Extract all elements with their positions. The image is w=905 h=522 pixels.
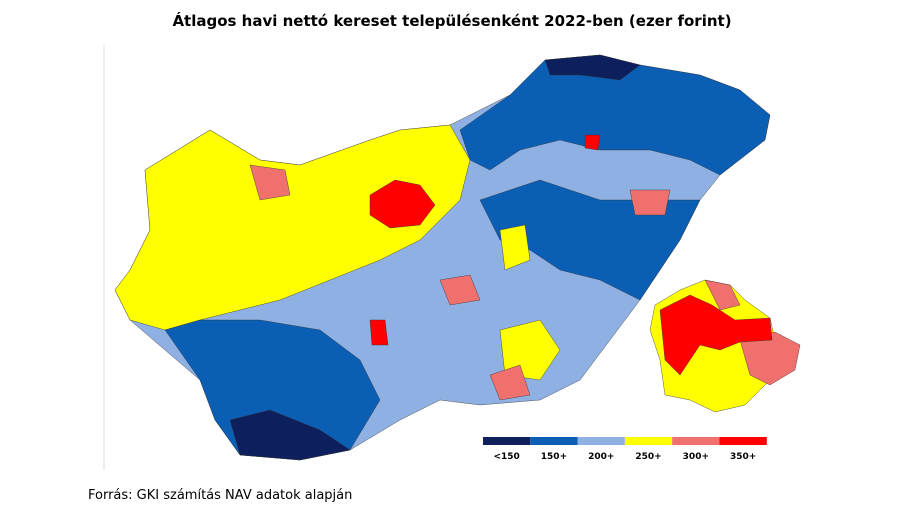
legend-label: 350+	[730, 452, 756, 462]
source-note: Forrás: GKI számítás NAV adatok alapján	[88, 488, 352, 503]
legend-label: 250+	[635, 452, 661, 462]
map-title: Átlagos havi nettó kereset településenké…	[172, 11, 731, 30]
budapest-inset	[649, 279, 801, 413]
legend-label: 150+	[541, 452, 567, 462]
legend-swatch	[577, 437, 625, 445]
legend-label: 200+	[588, 452, 614, 462]
legend-swatch	[483, 437, 531, 445]
legend-swatch	[719, 437, 767, 445]
legend-label: 300+	[683, 452, 709, 462]
legend-label: <150	[493, 452, 519, 462]
legend-swatch	[530, 437, 578, 445]
legend-swatch	[624, 437, 673, 445]
hungary-map	[114, 54, 771, 461]
legend-swatch	[672, 437, 720, 445]
legend: <150 150+ 200+ 250+ 300+ 350+	[483, 437, 767, 462]
